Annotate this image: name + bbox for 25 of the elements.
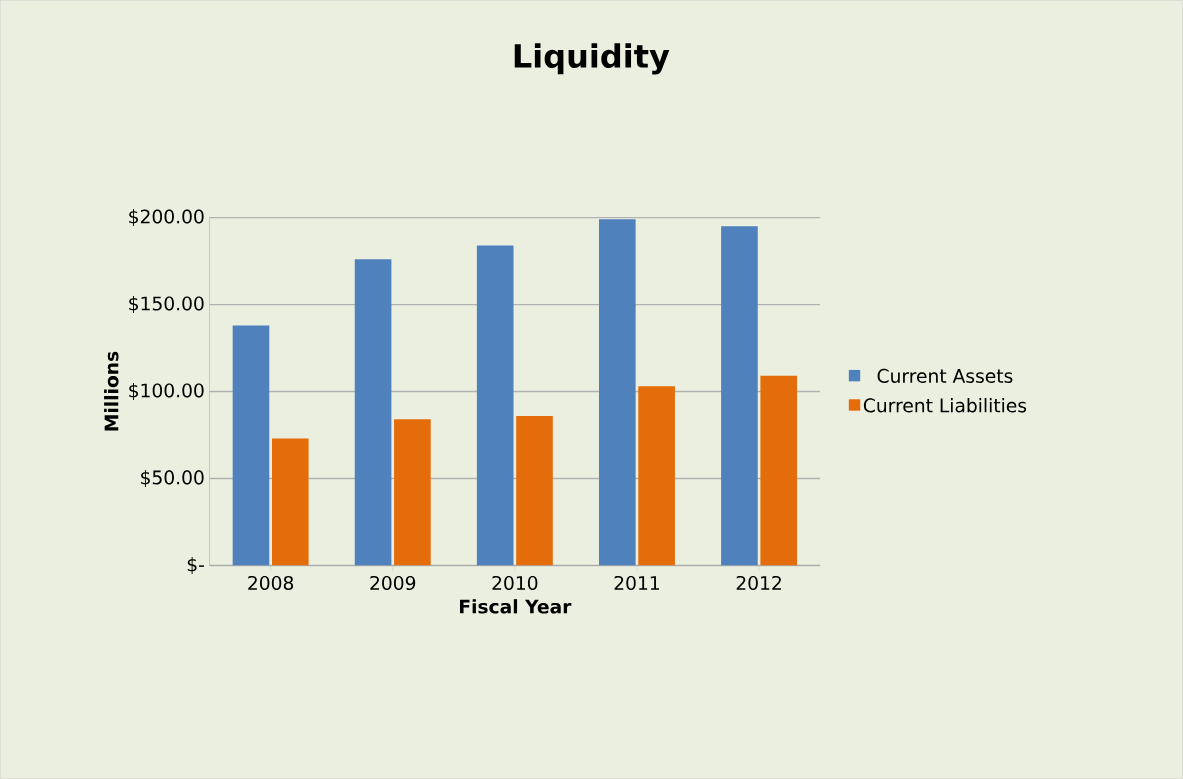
x-tick-label: 2011 <box>614 575 659 590</box>
y-tick-label: $150.00 <box>129 296 204 313</box>
bar <box>394 419 431 566</box>
bar <box>516 415 553 566</box>
y-tick-label: $- <box>187 557 204 574</box>
bar <box>721 226 758 566</box>
x-tick-label: 2009 <box>370 575 416 590</box>
legend-label: Current Assets <box>877 368 1013 383</box>
bar <box>354 259 392 566</box>
y-tick-label: $200.00 <box>129 209 204 226</box>
x-tick-label: 2008 <box>248 575 294 590</box>
bar <box>232 325 270 566</box>
y-axis-title: Millions <box>104 351 119 431</box>
y-tick-label: $50.00 <box>141 470 204 487</box>
x-tick-label: 2010 <box>492 575 538 590</box>
bar <box>476 245 514 566</box>
chart-title: Liquidity <box>514 43 670 75</box>
bar <box>598 219 636 566</box>
bar <box>638 386 675 566</box>
legend-label: Current Liabilities <box>863 398 1027 413</box>
y-tick-label: $100.00 <box>129 383 204 400</box>
x-tick-label: 2012 <box>736 575 781 590</box>
bar <box>760 375 798 566</box>
bar <box>271 438 309 566</box>
x-axis-title: Fiscal Year <box>460 599 572 614</box>
